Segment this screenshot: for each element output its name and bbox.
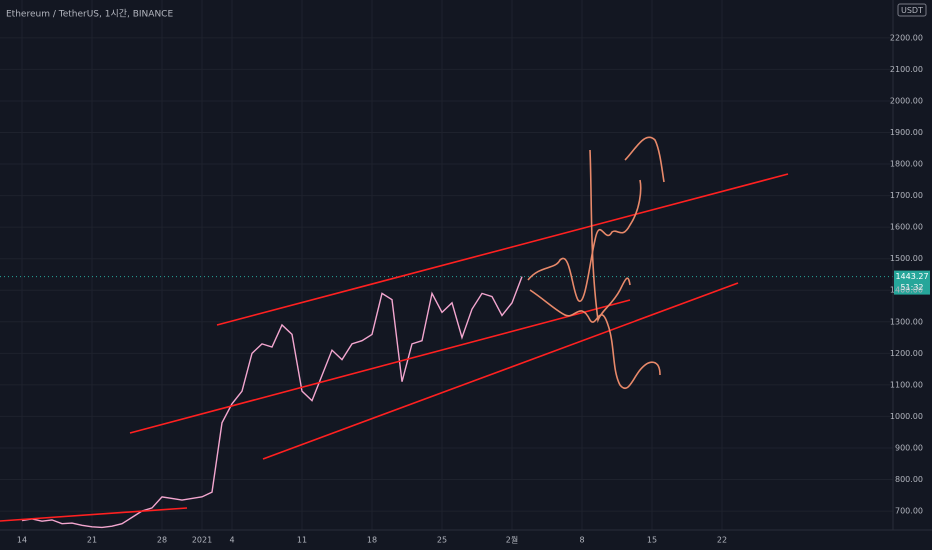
y-tick-label: 1500.00 <box>890 254 923 263</box>
chart-title: Ethereum / TetherUS, 1시간, BINANCE <box>6 9 173 20</box>
x-tick-label: 11 <box>297 536 307 545</box>
y-tick-label: 1300.00 <box>890 317 923 326</box>
y-tick-label: 1700.00 <box>890 191 923 200</box>
y-tick-label: 2200.00 <box>890 33 923 42</box>
x-tick-label: 15 <box>647 536 657 545</box>
currency: USDT <box>901 6 923 15</box>
grid <box>0 0 893 530</box>
x-tick-label: 21 <box>87 536 97 545</box>
y-tick-label: 2100.00 <box>890 65 923 74</box>
x-tick-label: 2021 <box>192 536 212 545</box>
x-tick-label: 18 <box>367 536 377 545</box>
x-tick-label: 14 <box>17 536 27 545</box>
y-tick-label: 1800.00 <box>890 160 923 169</box>
price-tag-bg <box>894 270 930 295</box>
drawings <box>0 136 789 522</box>
trend-line <box>129 299 631 434</box>
trend-line <box>262 282 739 460</box>
price-line <box>21 276 523 529</box>
x-tick-label: 25 <box>437 536 447 545</box>
projection <box>527 179 642 303</box>
y-tick-label: 900.00 <box>895 443 923 452</box>
y-tick-label: 1600.00 <box>890 223 923 232</box>
y-tick-label: 800.00 <box>895 475 923 484</box>
x-tick-label: 2월 <box>506 535 518 545</box>
projection <box>624 136 665 183</box>
currency-badge <box>897 3 927 17</box>
countdown: 51:32 <box>900 283 923 292</box>
projection <box>589 149 631 324</box>
projection <box>529 289 661 390</box>
trend-line <box>216 173 789 326</box>
x-tick-label: 4 <box>229 536 234 545</box>
last-price: 1443.27 <box>895 272 928 281</box>
y-tick-label: 1400.00 <box>890 286 923 295</box>
trend-line <box>0 507 188 522</box>
x-tick-label: 22 <box>717 536 727 545</box>
y-tick-label: 1000.00 <box>890 412 923 421</box>
y-tick-label: 700.00 <box>895 507 923 516</box>
x-tick-label: 28 <box>157 536 167 545</box>
y-tick-label: 1200.00 <box>890 349 923 358</box>
plot <box>0 276 893 529</box>
y-tick-label: 1100.00 <box>890 380 923 389</box>
price-tag: 1443.27 51:32 <box>894 270 930 295</box>
y-tick-label: 2000.00 <box>890 96 923 105</box>
y-tick-label: 1900.00 <box>890 128 923 137</box>
x-tick-label: 8 <box>579 536 584 545</box>
